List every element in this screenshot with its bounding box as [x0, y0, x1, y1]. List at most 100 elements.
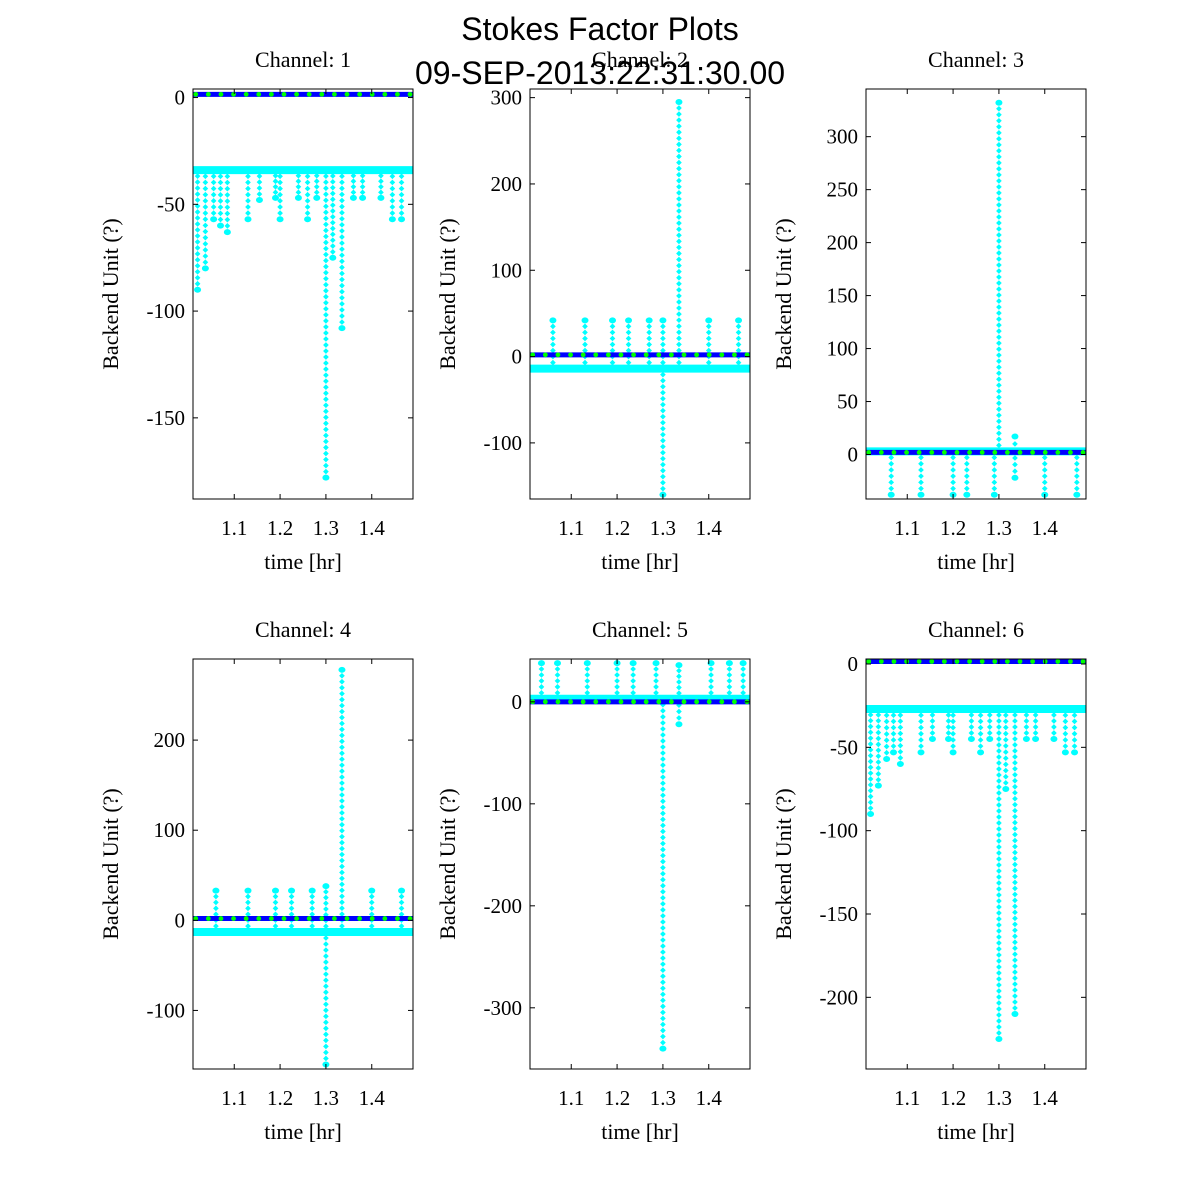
cyan-point: [676, 129, 682, 136]
cyan-point: [660, 804, 666, 811]
cyan-point: [740, 678, 746, 684]
cyan-point: [660, 455, 666, 462]
cyan-point: [583, 660, 591, 667]
cyan-point: [350, 178, 357, 185]
cyan-point: [323, 953, 329, 959]
cyan-point: [323, 1025, 329, 1032]
green-point: [916, 659, 922, 664]
cyan-point: [991, 479, 998, 486]
cyan-point: [676, 159, 682, 166]
cyan-point: [929, 730, 936, 736]
cyan-point: [1050, 736, 1058, 742]
cyan-point: [217, 222, 224, 229]
cyan-point: [339, 887, 345, 894]
cyan-point: [676, 679, 682, 685]
cyan-point: [323, 185, 329, 192]
cyan-point: [660, 443, 666, 450]
cyan-point: [339, 294, 345, 301]
cyan-point: [735, 341, 742, 348]
cyan-spike: [883, 706, 891, 762]
cyan-point: [968, 730, 975, 736]
cyan-point: [676, 196, 682, 202]
cyan-point: [660, 437, 666, 444]
cyan-point: [339, 744, 345, 751]
cyan-point: [323, 390, 329, 397]
cyan-point: [272, 183, 279, 190]
cyan-point: [950, 467, 956, 473]
cyan-point: [996, 226, 1002, 232]
x-tick-label: 1.2: [604, 516, 630, 540]
cyan-point: [996, 952, 1002, 958]
cyan-point: [1012, 712, 1018, 718]
cyan-spike: [244, 167, 252, 223]
cyan-point: [322, 883, 330, 890]
cyan-point: [735, 359, 742, 366]
cyan-spike: [1011, 706, 1019, 1017]
cyan-point: [653, 672, 659, 678]
cyan-point: [676, 147, 682, 154]
cyan-point: [1012, 789, 1018, 796]
series-green: [193, 91, 413, 97]
cyan-point: [582, 341, 588, 348]
cyan-point: [329, 196, 336, 203]
cyan-point: [996, 724, 1002, 730]
cyan-point: [339, 702, 345, 709]
green-point: [668, 699, 674, 705]
cyan-point: [323, 977, 329, 984]
x-tick-label: 1.4: [359, 1086, 386, 1110]
cyan-point: [359, 194, 367, 201]
cyan-spike: [329, 167, 337, 261]
cyan-point: [676, 317, 682, 323]
cyan-point: [740, 689, 746, 696]
cyan-point: [996, 304, 1002, 310]
cyan-point: [339, 798, 345, 804]
cyan-point: [659, 1045, 667, 1052]
y-tick-label: 200: [154, 728, 186, 752]
cyan-point: [323, 1001, 329, 1008]
cyan-point: [584, 672, 591, 678]
cyan-spike: [1022, 706, 1030, 742]
cyan-point: [996, 310, 1002, 316]
cyan-point: [867, 782, 874, 788]
green-point: [866, 659, 872, 664]
x-tick-label: 1.3: [986, 516, 1012, 540]
cyan-point: [339, 708, 345, 715]
cyan-point: [996, 148, 1002, 154]
cyan-point: [368, 893, 375, 900]
cyan-point: [676, 323, 682, 330]
cyan-point: [996, 358, 1002, 365]
x-axis-label: time [hr]: [601, 549, 679, 574]
green-point: [357, 91, 363, 97]
cyan-point: [726, 684, 733, 690]
cyan-spike: [945, 706, 952, 742]
cyan-point: [883, 706, 890, 712]
cyan-point: [739, 660, 747, 667]
cyan-point: [1011, 474, 1019, 481]
y-axis-label: Backend Unit (?): [435, 788, 460, 940]
cyan-point: [339, 252, 345, 259]
cyan-point: [996, 916, 1002, 922]
green-point: [555, 352, 561, 358]
y-axis-label: Backend Unit (?): [435, 218, 460, 370]
green-point: [668, 352, 674, 358]
cyan-point: [964, 473, 970, 479]
cyan-point: [322, 474, 330, 481]
cyan-point: [1012, 837, 1018, 844]
cyan-point: [323, 420, 329, 427]
cyan-point: [996, 256, 1002, 262]
cyan-point: [323, 275, 329, 282]
cyan-point: [295, 178, 302, 185]
green-point: [656, 352, 662, 358]
cyan-point: [323, 965, 329, 971]
cyan-point: [660, 485, 666, 492]
cyan-point: [272, 929, 279, 935]
cyan-point: [329, 249, 336, 255]
cyan-spike: [398, 167, 406, 223]
cyan-point: [550, 359, 556, 366]
cyan-point: [288, 887, 296, 894]
y-tick-label: -50: [830, 735, 858, 759]
cyan-point: [1074, 485, 1080, 492]
y-tick-label: 0: [512, 345, 523, 369]
cyan-point: [359, 178, 366, 185]
cyan-point: [897, 718, 904, 725]
